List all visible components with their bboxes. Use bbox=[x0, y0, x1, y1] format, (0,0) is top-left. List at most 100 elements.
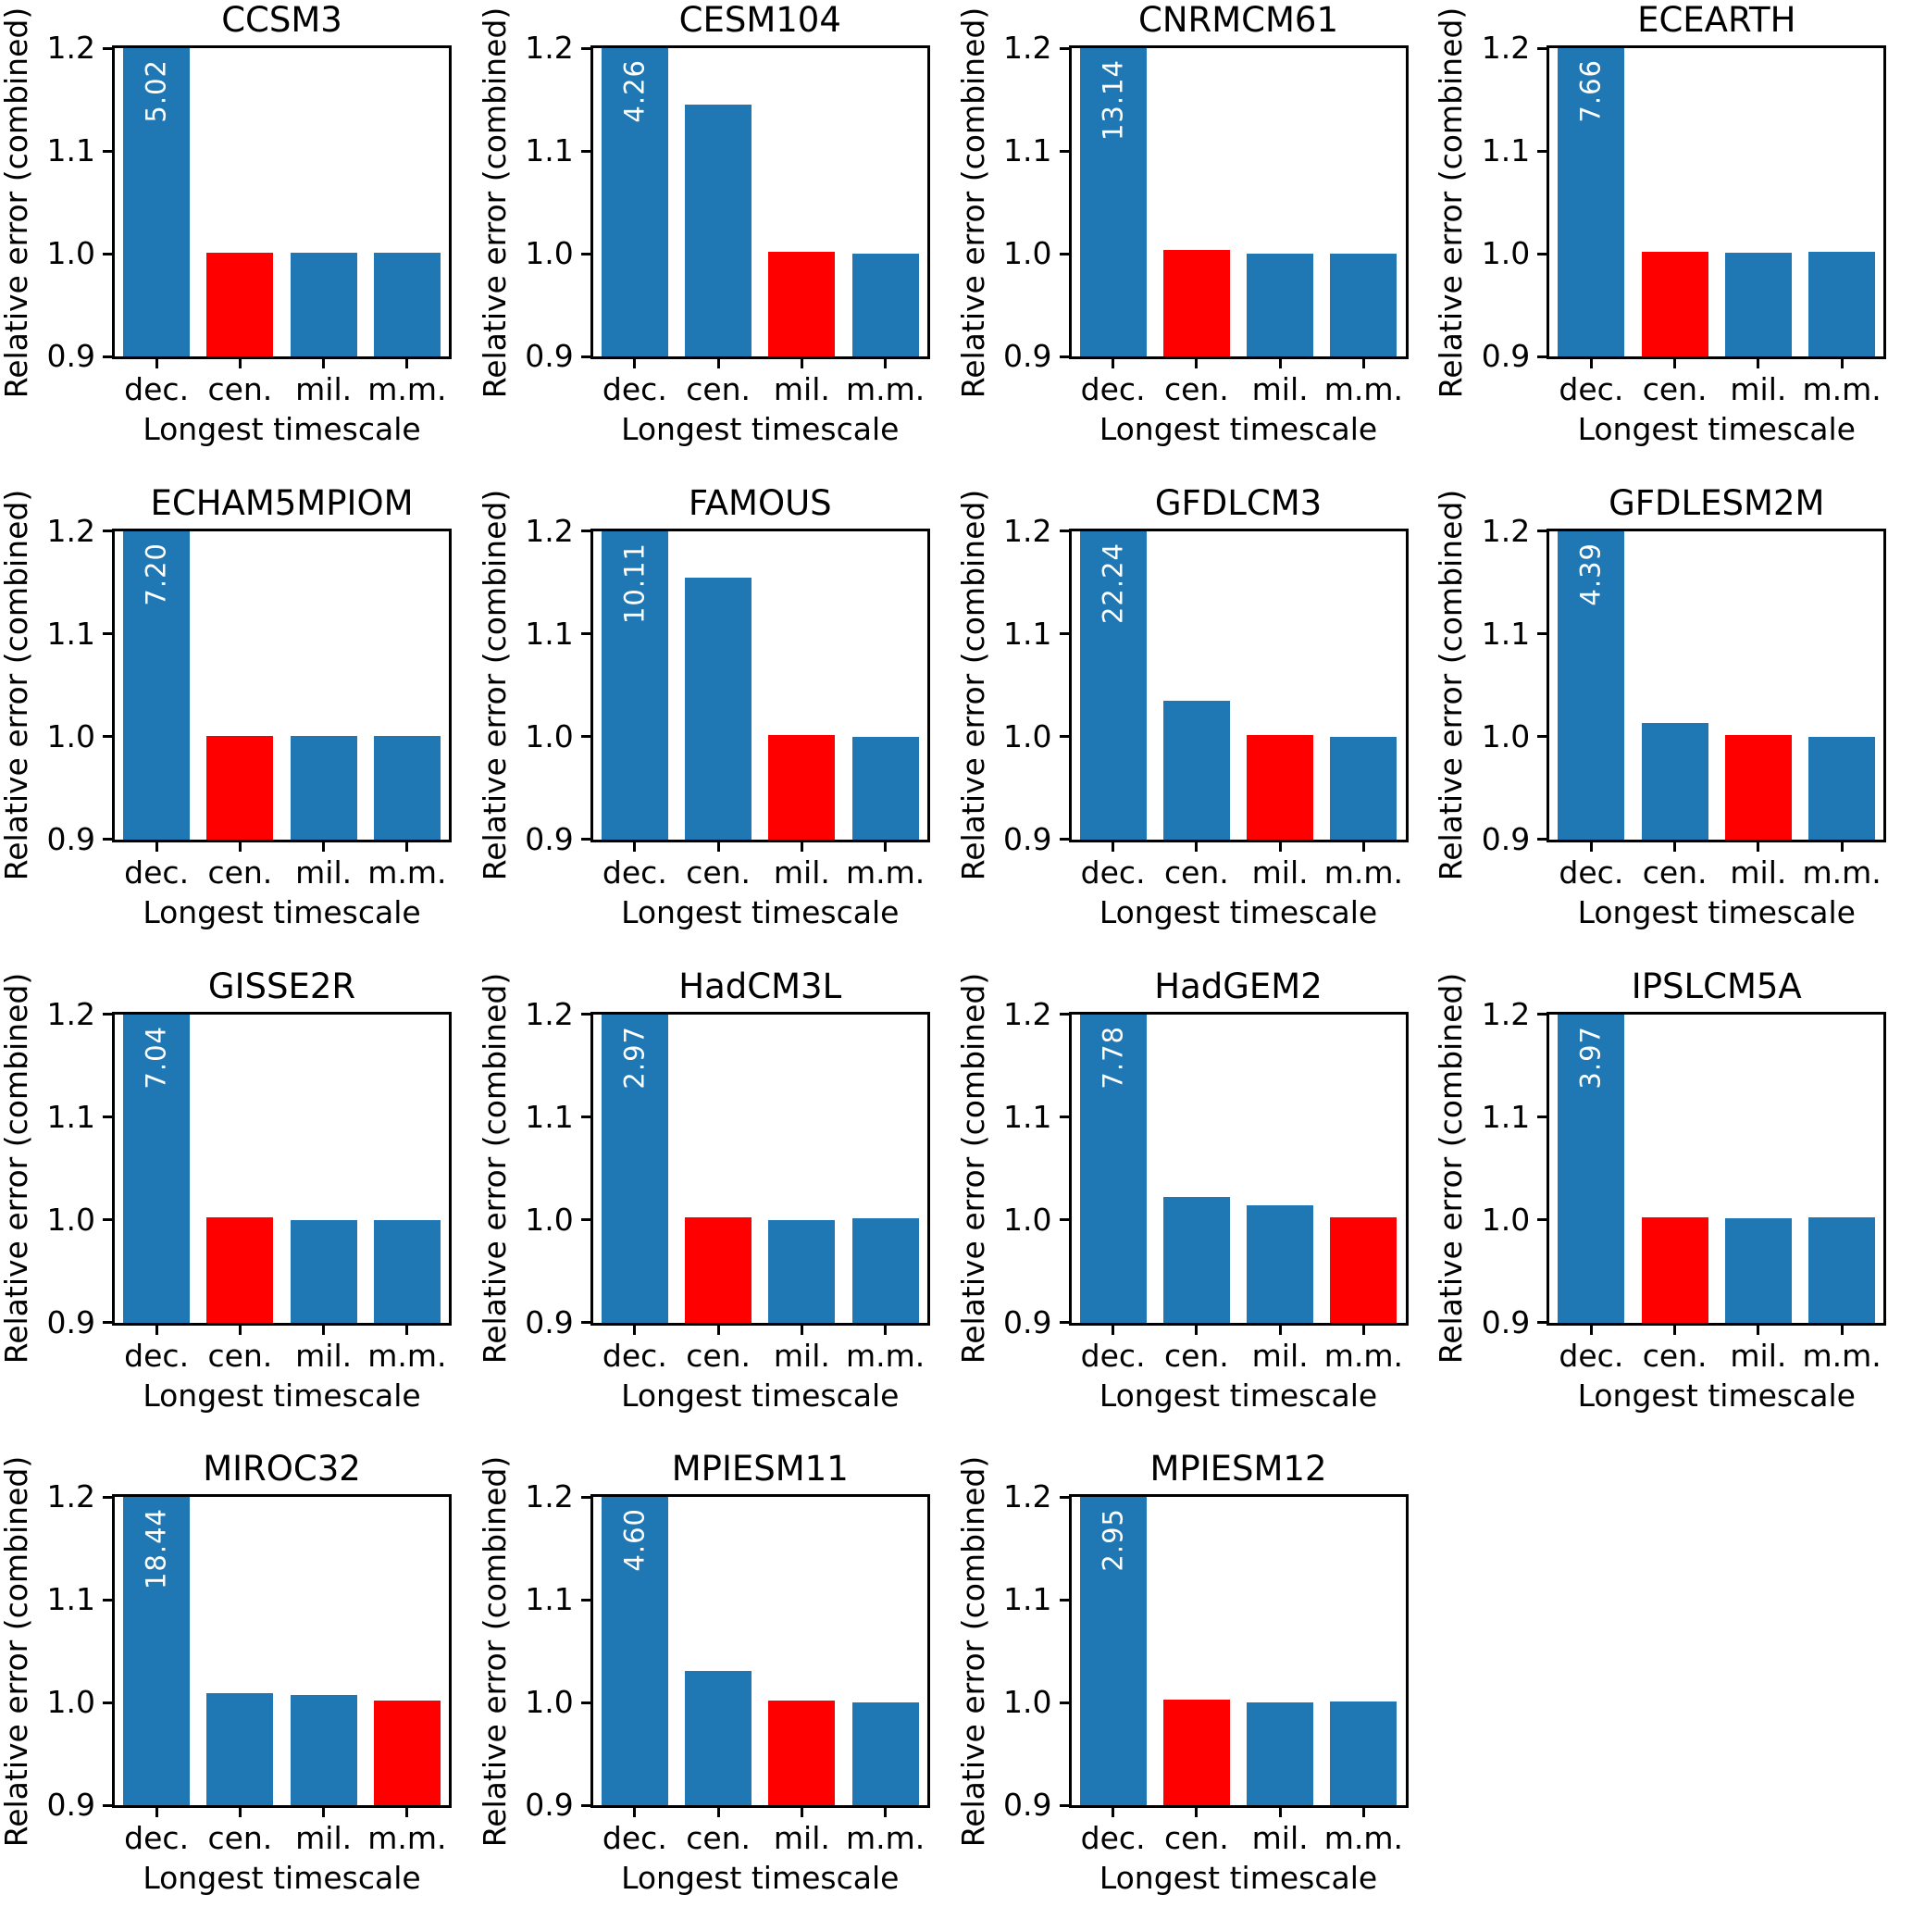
bar bbox=[851, 1702, 919, 1806]
y-tick-label: 1.2 bbox=[1003, 1478, 1052, 1515]
bar-value-label: 2.95 bbox=[1096, 1508, 1128, 1572]
x-tick-mark bbox=[322, 1325, 326, 1335]
bar-clipped-dec bbox=[123, 48, 191, 356]
bar bbox=[768, 734, 836, 840]
x-tick-mark bbox=[716, 841, 720, 852]
y-tick-mark bbox=[580, 149, 590, 153]
bar bbox=[373, 1701, 441, 1806]
y-tick-mark bbox=[1537, 735, 1547, 739]
x-tick-mark bbox=[884, 1325, 888, 1335]
x-tick-mark bbox=[800, 359, 803, 368]
y-tick-label: 0.9 bbox=[1003, 820, 1052, 857]
x-tick-label: m.m. bbox=[845, 1337, 925, 1374]
x-tick-label: cen. bbox=[207, 1820, 273, 1857]
y-tick-label: 1.2 bbox=[525, 1478, 574, 1515]
bar bbox=[768, 1219, 836, 1323]
y-tick-mark bbox=[1537, 1013, 1547, 1016]
x-tick-label: mil. bbox=[1730, 854, 1787, 891]
x-axis-label: Longest timescale bbox=[143, 893, 421, 930]
x-tick-mark bbox=[1112, 841, 1115, 852]
bar-value-label: 10.11 bbox=[618, 542, 651, 624]
x-tick-label: cen. bbox=[1642, 854, 1708, 891]
y-tick-label: 1.0 bbox=[1003, 1201, 1052, 1238]
x-tick-mark bbox=[405, 841, 409, 852]
x-tick-mark bbox=[155, 841, 158, 852]
chart-title: MPIESM12 bbox=[1149, 1449, 1327, 1490]
bar bbox=[768, 251, 836, 356]
y-tick-label: 1.1 bbox=[46, 615, 95, 652]
y-tick-label: 1.1 bbox=[1003, 1098, 1052, 1135]
bar bbox=[1808, 1217, 1876, 1323]
bar bbox=[1247, 254, 1314, 356]
y-tick-label: 1.0 bbox=[1481, 235, 1531, 271]
x-tick-mark bbox=[1589, 841, 1593, 852]
x-tick-label: mil. bbox=[295, 371, 353, 407]
y-tick-mark bbox=[103, 355, 112, 358]
y-tick-mark bbox=[580, 1803, 590, 1807]
bar bbox=[1162, 1699, 1230, 1806]
bar-clipped-dec bbox=[601, 1497, 668, 1806]
y-tick-mark bbox=[580, 1218, 590, 1221]
x-tick-label: cen. bbox=[686, 1337, 752, 1374]
bar bbox=[1808, 251, 1876, 356]
x-tick-label: mil. bbox=[773, 1820, 830, 1857]
plot-area: 5.02 bbox=[112, 45, 452, 359]
x-axis-label: Longest timescale bbox=[1099, 893, 1378, 930]
x-tick-label: cen. bbox=[207, 371, 273, 407]
x-tick-label: m.m. bbox=[1323, 371, 1404, 407]
x-tick-label: cen. bbox=[207, 1337, 273, 1374]
chart-panel: MPIESM11 Relative error (combined) 4.60 1.2… bbox=[477, 1449, 957, 1932]
y-tick-label: 0.9 bbox=[525, 338, 574, 374]
y-tick-mark bbox=[1059, 1701, 1069, 1704]
plot-area: 7.66 bbox=[1547, 45, 1887, 359]
y-tick-label: 1.0 bbox=[1481, 717, 1531, 754]
x-tick-mark bbox=[1757, 359, 1760, 368]
y-tick-label: 1.2 bbox=[46, 1478, 95, 1515]
y-tick-label: 1.0 bbox=[1003, 235, 1052, 271]
y-tick-mark bbox=[1059, 530, 1069, 533]
y-tick-mark bbox=[103, 149, 112, 153]
y-tick-label: 1.0 bbox=[525, 717, 574, 754]
y-tick-label: 1.0 bbox=[525, 1201, 574, 1238]
x-tick-mark bbox=[884, 1808, 888, 1818]
y-tick-mark bbox=[580, 252, 590, 256]
y-tick-label: 1.2 bbox=[1481, 512, 1531, 549]
bar bbox=[1641, 1217, 1708, 1323]
x-tick-mark bbox=[238, 841, 242, 852]
x-axis-label: Longest timescale bbox=[1577, 1377, 1856, 1414]
x-axis-label: Longest timescale bbox=[621, 1860, 900, 1897]
y-tick-mark bbox=[580, 1321, 590, 1324]
chart-panel: GISSE2R Relative error (combined) 7.04 1.2 1… bbox=[0, 966, 478, 1450]
y-tick-label: 1.0 bbox=[46, 1201, 95, 1238]
y-tick-mark bbox=[1059, 1013, 1069, 1016]
plot-area: 13.14 bbox=[1068, 45, 1409, 359]
y-tick-mark bbox=[580, 1013, 590, 1016]
y-tick-mark bbox=[1059, 632, 1069, 636]
y-tick-label: 0.9 bbox=[46, 338, 95, 374]
x-axis-label: Longest timescale bbox=[1099, 411, 1378, 447]
bar-value-label: 18.44 bbox=[140, 1508, 172, 1590]
x-tick-label: m.m. bbox=[845, 854, 925, 891]
y-tick-mark bbox=[1059, 1495, 1069, 1499]
x-tick-label: cen. bbox=[686, 854, 752, 891]
x-tick-mark bbox=[238, 1325, 242, 1335]
x-axis-label: Longest timescale bbox=[1577, 893, 1856, 930]
bar bbox=[685, 1217, 752, 1323]
bar bbox=[851, 736, 919, 840]
y-tick-label: 0.9 bbox=[1003, 338, 1052, 374]
bar-clipped-dec bbox=[1558, 530, 1625, 840]
bar bbox=[1724, 252, 1792, 356]
x-tick-label: m.m. bbox=[845, 371, 925, 407]
x-tick-mark bbox=[405, 1808, 409, 1818]
bar bbox=[1641, 251, 1708, 356]
bar bbox=[1724, 1218, 1792, 1323]
y-tick-mark bbox=[103, 1803, 112, 1807]
chart-title: HadGEM2 bbox=[1154, 966, 1323, 1006]
bar-clipped-dec bbox=[601, 1014, 668, 1323]
x-tick-mark bbox=[322, 841, 326, 852]
chart-title: GFDLESM2M bbox=[1609, 482, 1825, 523]
y-tick-label: 1.2 bbox=[525, 30, 574, 66]
y-tick-mark bbox=[1059, 1598, 1069, 1602]
y-tick-label: 1.2 bbox=[46, 512, 95, 549]
x-tick-label: dec. bbox=[602, 371, 667, 407]
